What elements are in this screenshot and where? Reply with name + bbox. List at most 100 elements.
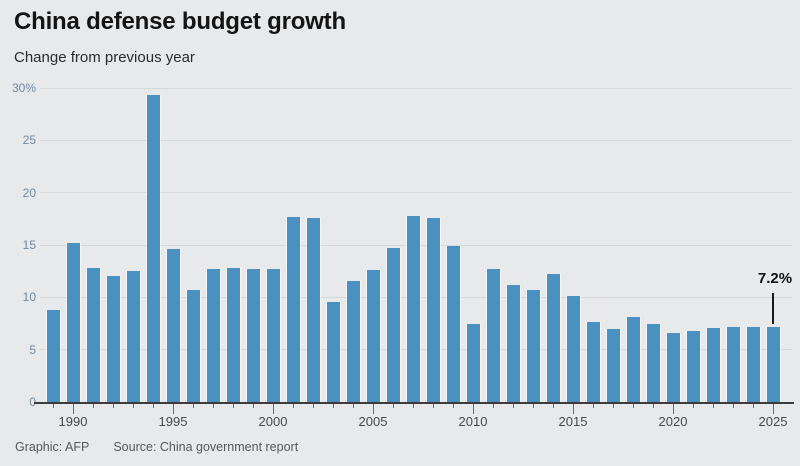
bar-2006	[386, 248, 400, 402]
x-axis-tick-label: 2005	[358, 414, 388, 429]
bar-2007	[406, 215, 420, 402]
x-axis-tick-label: 2010	[458, 414, 488, 429]
x-axis-major-tick	[173, 404, 174, 414]
y-axis-tick-label: 5	[29, 342, 36, 357]
bar-2003	[326, 301, 340, 402]
x-axis-minor-tick	[693, 404, 694, 408]
bar-2023	[726, 326, 740, 402]
x-axis-minor-tick	[493, 404, 494, 408]
x-axis-major-tick	[673, 404, 674, 414]
source-text: Source: China government report	[113, 440, 299, 454]
x-axis-minor-tick	[293, 404, 294, 408]
x-axis-minor-tick	[613, 404, 614, 408]
x-axis-major-tick	[373, 404, 374, 414]
x-axis-minor-tick	[553, 404, 554, 408]
gridline	[40, 139, 792, 141]
y-axis-tick-label: 15	[22, 238, 36, 252]
bar-1991	[86, 268, 100, 402]
x-axis-minor-tick	[713, 404, 714, 408]
bar-1998	[226, 268, 240, 402]
gridline	[40, 192, 792, 194]
bar-2002	[306, 217, 320, 402]
y-axis-tick-label: 10	[22, 290, 36, 305]
bar-2011	[486, 269, 500, 402]
x-axis-minor-tick	[753, 404, 754, 408]
bar-2024	[746, 326, 760, 402]
annotation-pointer-line	[772, 293, 774, 324]
x-axis-minor-tick	[653, 404, 654, 408]
bar-2013	[526, 290, 540, 402]
bar-1996	[186, 290, 200, 402]
x-axis-minor-tick	[533, 404, 534, 408]
x-axis-tick-label: 1990	[58, 414, 88, 429]
y-axis-tick-label: 0	[29, 395, 36, 409]
y-axis-tick-label: 20	[22, 185, 36, 200]
bar-2005	[366, 270, 380, 402]
y-axis-tick-label: 25	[22, 133, 36, 148]
gridline	[40, 87, 792, 89]
x-axis-minor-tick	[633, 404, 634, 408]
x-axis-minor-tick	[593, 404, 594, 408]
annotation-value: 7.2%	[757, 270, 793, 287]
bar-2015	[566, 296, 580, 402]
bar-1999	[246, 269, 260, 402]
x-axis-minor-tick	[433, 404, 434, 408]
y-axis-tick-label: 30%	[11, 81, 36, 95]
x-axis-tick-label: 2015	[558, 414, 588, 429]
bar-2009	[446, 246, 460, 402]
x-axis-tick-label: 1995	[158, 414, 188, 429]
x-axis-minor-tick	[413, 404, 414, 408]
x-axis-major-tick	[573, 404, 574, 414]
x-axis-minor-tick	[733, 404, 734, 408]
x-axis-minor-tick	[313, 404, 314, 408]
x-axis-tick-label: 2020	[658, 414, 688, 429]
x-axis-minor-tick	[513, 404, 514, 408]
x-axis-minor-tick	[453, 404, 454, 408]
chart-footer: Graphic: AFP Source: China government rep…	[15, 440, 322, 454]
bar-1990	[66, 242, 80, 402]
x-axis-major-tick	[73, 404, 74, 414]
x-axis-minor-tick	[213, 404, 214, 408]
x-axis-minor-tick	[133, 404, 134, 408]
x-axis-minor-tick	[53, 404, 54, 408]
bar-2008	[426, 217, 440, 402]
x-axis-major-tick	[773, 404, 774, 414]
x-axis-tick-label: 2025	[758, 414, 788, 429]
chart-subtitle: Change from previous year	[14, 49, 195, 66]
bar-2001	[286, 216, 300, 402]
x-axis-major-tick	[273, 404, 274, 414]
x-axis-minor-tick	[153, 404, 154, 408]
bar-2021	[686, 330, 700, 402]
bar-1997	[206, 269, 220, 402]
bar-2004	[346, 280, 360, 402]
bar-1994	[146, 95, 160, 402]
x-axis-tick-label: 2000	[258, 414, 288, 429]
bar-2014	[546, 274, 560, 402]
x-axis-line	[34, 402, 794, 404]
credit-text: Graphic: AFP	[15, 440, 90, 454]
x-axis-minor-tick	[113, 404, 114, 408]
bar-2010	[466, 323, 480, 402]
x-axis-minor-tick	[93, 404, 94, 408]
x-axis-minor-tick	[193, 404, 194, 408]
x-axis-minor-tick	[353, 404, 354, 408]
x-axis-minor-tick	[393, 404, 394, 408]
bar-2025	[766, 326, 780, 402]
bar-2018	[626, 317, 640, 402]
chart-title: China defense budget growth	[14, 8, 346, 35]
bar-1993	[126, 271, 140, 402]
bar-2016	[586, 322, 600, 402]
x-axis-minor-tick	[233, 404, 234, 408]
bar-1995	[166, 249, 180, 402]
bar-2017	[606, 328, 620, 402]
x-axis-minor-tick	[333, 404, 334, 408]
bar-1989	[46, 309, 60, 402]
bar-2022	[706, 327, 720, 402]
bar-2020	[666, 332, 680, 402]
bar-2000	[266, 269, 280, 402]
bar-1992	[106, 276, 120, 402]
bar-2012	[506, 284, 520, 402]
x-axis-minor-tick	[253, 404, 254, 408]
x-axis-major-tick	[473, 404, 474, 414]
